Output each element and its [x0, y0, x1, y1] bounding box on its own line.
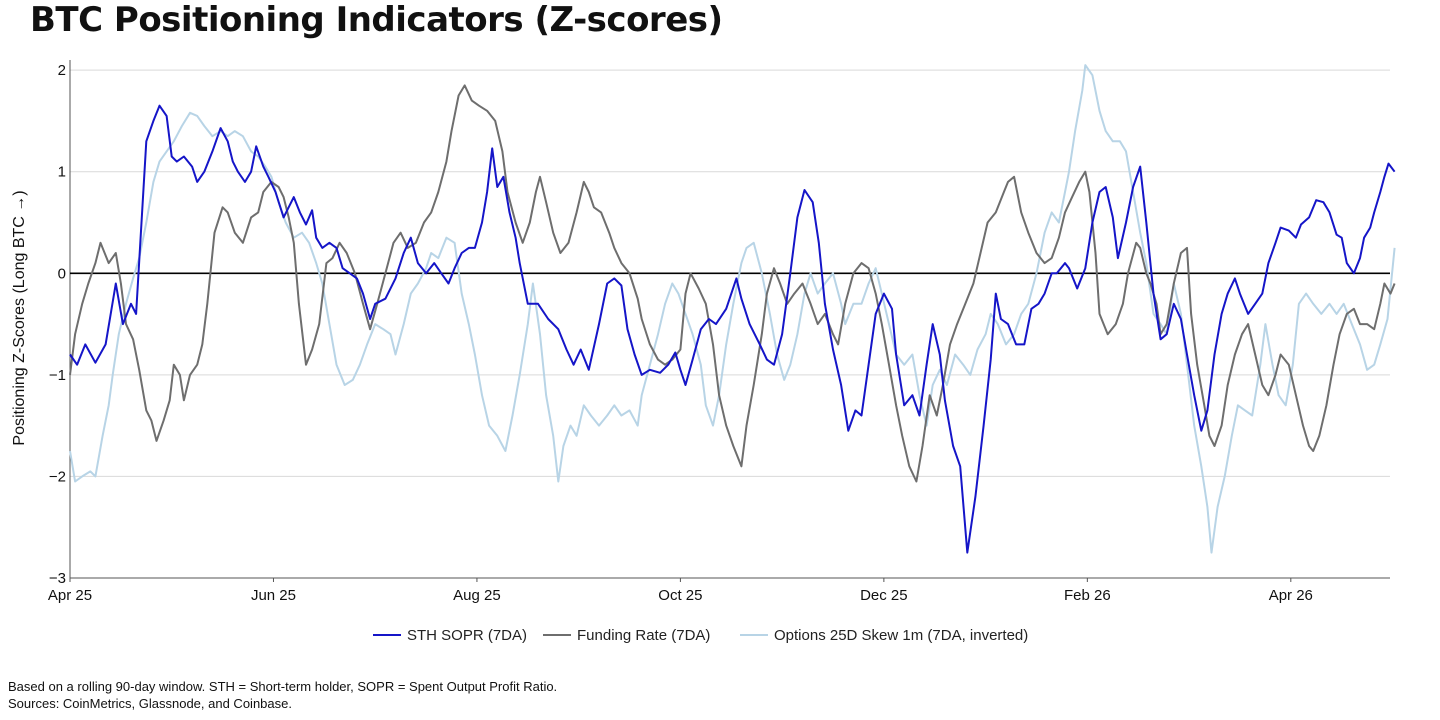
footnote-line-1: Based on a rolling 90-day window. STH = …	[8, 679, 558, 694]
y-axis-label: Positioning Z-Scores (Long BTC →)	[11, 190, 28, 445]
legend-label-1: Funding Rate (7DA)	[577, 627, 710, 644]
y-tick-label: −1	[49, 367, 66, 384]
x-tick-label: Apr 26	[1269, 587, 1313, 604]
legend-label-2: Options 25D Skew 1m (7DA, inverted)	[774, 627, 1028, 644]
x-tick-label: Oct 25	[658, 587, 702, 604]
series-line-2	[69, 64, 1396, 554]
series-line-0	[69, 104, 1396, 554]
y-tick-label: −3	[49, 570, 66, 587]
x-tick-label: Jun 25	[251, 587, 296, 604]
legend-label-0: STH SOPR (7DA)	[407, 627, 527, 644]
y-tick-label: 1	[58, 164, 66, 181]
footnote: Based on a rolling 90-day window. STH = …	[8, 678, 557, 712]
x-tick-label: Feb 26	[1064, 587, 1111, 604]
chart-title: BTC Positioning Indicators (Z-scores)	[30, 0, 723, 40]
series-line-1	[69, 84, 1396, 483]
footnote-line-2: Sources: CoinMetrics, Glassnode, and Coi…	[8, 696, 292, 711]
x-tick-label: Apr 25	[48, 587, 92, 604]
y-tick-label: 2	[58, 62, 66, 79]
grid-lines	[70, 69, 1390, 579]
x-tick-label: Dec 25	[860, 587, 908, 604]
series-group	[69, 64, 1396, 554]
y-tick-label: 0	[58, 265, 66, 282]
x-tick-label: Aug 25	[453, 587, 501, 604]
y-tick-label: −2	[49, 468, 66, 485]
legend: STH SOPR (7DA) Funding Rate (7DA) Options …	[373, 627, 1028, 644]
